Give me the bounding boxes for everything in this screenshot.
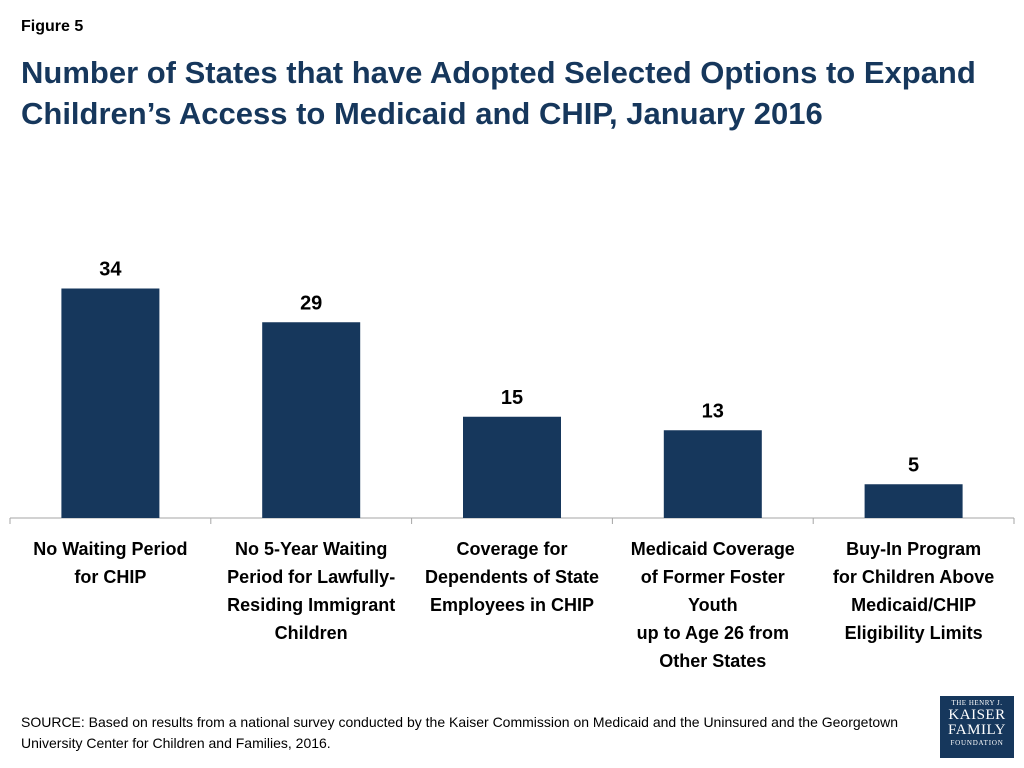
category-label-5: Buy-In Program for Children Above Medica… (832, 539, 995, 643)
logo-line-4: FOUNDATION (950, 739, 1004, 747)
logo-line-3: FAMILY (948, 722, 1006, 738)
chart-title: Number of States that have Adopted Selec… (21, 55, 976, 131)
logo-line-2: KAISER (948, 707, 1006, 723)
figure-label: Figure 5 (21, 18, 84, 35)
category-labels: No Waiting Period for CHIP No 5-Year Wait… (10, 535, 1014, 675)
data-label-2: 29 (300, 292, 322, 314)
category-label-1: No Waiting Period for CHIP (33, 539, 188, 587)
source-note: SOURCE: Based on results from a national… (21, 714, 899, 751)
data-label-3: 15 (501, 387, 523, 409)
kff-logo: THE HENRY J. KAISER FAMILY FOUNDATION (940, 696, 1014, 758)
bar-1 (61, 288, 160, 518)
category-label-4: Medicaid Coverage of Former Foster Youth… (630, 539, 795, 671)
bar-2 (262, 322, 361, 518)
category-label-2: No 5-Year Waiting Period for Lawfully- R… (227, 539, 396, 643)
bar-4 (663, 430, 762, 518)
data-label-5: 5 (908, 454, 919, 476)
logo-line-1: THE HENRY J. (951, 699, 1003, 707)
data-label-1: 34 (99, 259, 122, 281)
category-label-3: Coverage for Dependents of State Employe… (424, 539, 600, 615)
data-label-4: 13 (702, 400, 724, 422)
bar-5 (864, 484, 963, 518)
bar-3 (463, 416, 561, 518)
